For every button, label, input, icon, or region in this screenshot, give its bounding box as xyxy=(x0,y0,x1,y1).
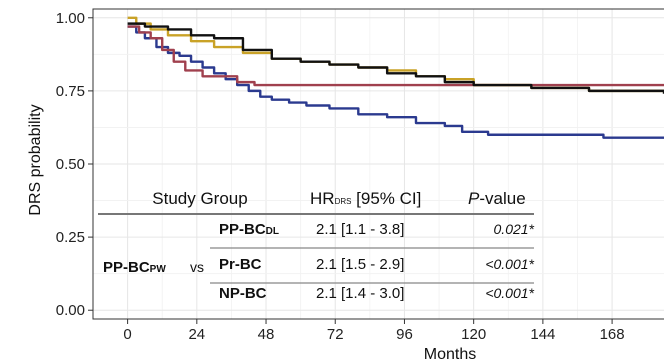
x-axis-title: Months xyxy=(424,346,476,362)
y-tick-label: 1.00 xyxy=(56,10,85,27)
survival-curves xyxy=(127,16,664,139)
y-tick-label: 0.75 xyxy=(56,83,85,100)
table-row-hr: 2.1 [1.5 - 2.9] xyxy=(316,256,404,273)
table-header-group: Study Group xyxy=(152,189,247,208)
y-tick-label: 0.50 xyxy=(56,156,85,173)
series-line-np_bc xyxy=(127,22,664,94)
y-tick-label: 0.00 xyxy=(56,302,85,319)
table-row-label: PP-BCDL xyxy=(219,221,279,238)
x-tick-label: 24 xyxy=(188,326,205,343)
table-row-label: Pr-BC xyxy=(219,256,262,273)
table-header-hr: HRDRS [95% CI] xyxy=(310,189,421,208)
y-ticks: 0.00 0.25 0.50 0.75 1.00 xyxy=(56,10,93,319)
table-row-p: 0.021* xyxy=(494,221,535,237)
y-tick-label: 0.25 xyxy=(56,229,85,246)
x-tick-label: 48 xyxy=(258,326,275,343)
x-tick-label: 168 xyxy=(600,326,625,343)
table-rows: PP-BCDL 2.1 [1.1 - 3.8] 0.021* Pr-BC 2.1 [1.… xyxy=(210,221,535,302)
table-vs-label: vs xyxy=(190,259,204,275)
hazard-ratio-table: Study Group HRDRS [95% CI] P-value PP-BC… xyxy=(98,189,535,302)
table-header-p: P-value xyxy=(468,189,526,208)
x-ticks: 0 24 48 72 96 120 144 168 xyxy=(123,319,625,343)
table-row-p: <0.001* xyxy=(485,256,534,272)
table-reference-group: PP-BCPW xyxy=(103,259,166,276)
series-line-pp_bcdl xyxy=(127,25,664,87)
x-tick-label: 144 xyxy=(530,326,555,343)
x-tick-label: 0 xyxy=(123,326,131,343)
table-row-p: <0.001* xyxy=(485,285,534,301)
table-row-hr: 2.1 [1.1 - 3.8] xyxy=(316,221,404,238)
x-tick-label: 96 xyxy=(396,326,413,343)
y-axis-title: DRS probability xyxy=(27,104,44,215)
table-row-label: NP-BC xyxy=(219,285,267,302)
series-line-pp_bcpw xyxy=(127,25,664,139)
table-row-hr: 2.1 [1.4 - 3.0] xyxy=(316,285,404,302)
x-tick-label: 72 xyxy=(327,326,344,343)
x-tick-label: 120 xyxy=(461,326,486,343)
